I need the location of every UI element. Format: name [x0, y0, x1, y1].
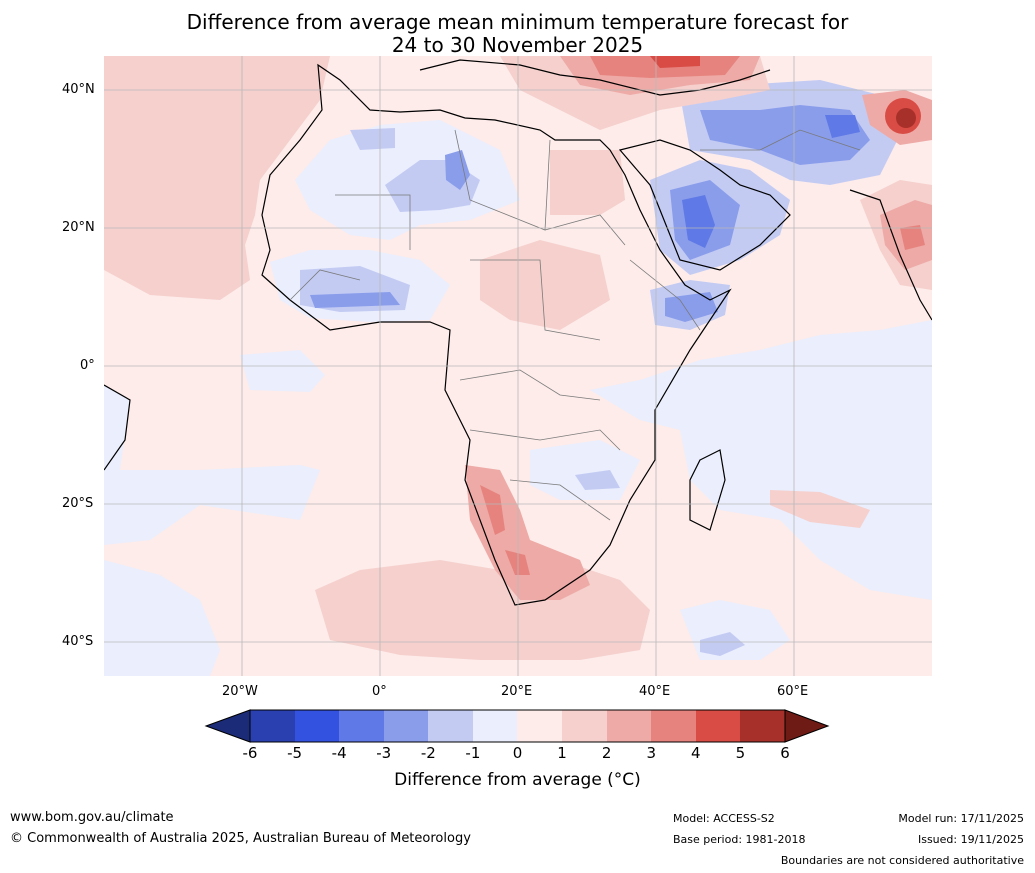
- border-line: [700, 129, 861, 151]
- coastlines: [104, 59, 932, 606]
- colorbar-tick-label: 3: [646, 744, 657, 762]
- country-borders: [289, 129, 861, 521]
- colorbar-tick-label: -5: [287, 744, 303, 762]
- border-line: [454, 129, 551, 231]
- egypt-warm-region: [550, 150, 625, 215]
- border-line: [459, 369, 601, 401]
- arabia-coastline: [618, 139, 791, 271]
- colorbar-tick-label: 1: [557, 744, 567, 762]
- lat-label-equator: 0°: [80, 358, 95, 373]
- legend-title: Difference from average (°C): [394, 770, 641, 790]
- colorbar-bin: [740, 710, 785, 742]
- africa-coastline: [261, 63, 732, 606]
- model-name: Model: ACCESS-S2: [673, 812, 775, 825]
- colorbar-bin: [473, 710, 517, 742]
- lon-label-40e: 40°E: [639, 684, 671, 699]
- lon-label-0: 0°: [372, 684, 387, 699]
- colorbar-bin: [651, 710, 696, 742]
- southern-africa-cool-core: [575, 470, 620, 490]
- west-africa-cool-center: [310, 292, 400, 308]
- atlas-cool-patch: [350, 128, 395, 150]
- caucasus-warm-core: [650, 56, 700, 68]
- colorbar-tick-label: 6: [780, 744, 790, 762]
- sahara-cool-center: [445, 150, 470, 190]
- colorbar-tick-label: -1: [465, 744, 481, 762]
- lat-label-40n: 40°N: [62, 82, 95, 97]
- southwest-cool-region: [104, 560, 220, 676]
- colorbar-min-extend: [204, 709, 251, 743]
- colorbar-tick-label: 5: [735, 744, 746, 762]
- indian-ocean-warm-streak: [770, 490, 870, 528]
- central-africa-warm-region: [480, 240, 610, 330]
- south-atlantic-warm-region: [315, 560, 650, 660]
- colorbar-frame: [249, 709, 786, 743]
- border-line: [509, 479, 611, 521]
- website-link[interactable]: www.bom.gov.au/climate: [10, 810, 174, 825]
- namibia-warm-core: [480, 485, 505, 535]
- boundaries-disclaimer: Boundaries are not considered authoritat…: [780, 854, 1024, 867]
- model-run-date: Model run: 17/11/2025: [898, 812, 1024, 825]
- lat-label-20n: 20°N: [62, 220, 95, 235]
- colorbar-tick-label: -3: [376, 744, 392, 762]
- colorbar-tick-label: -2: [420, 744, 436, 762]
- colorbar-tick-label: -6: [242, 744, 258, 762]
- map-title-line2: 24 to 30 November 2025: [391, 33, 644, 57]
- colorbar-tick-label: 4: [691, 744, 701, 762]
- horn-africa-cool-core: [665, 292, 718, 322]
- gulf-guinea-offshore-cool: [240, 350, 325, 392]
- madagascar-coastline: [689, 449, 726, 531]
- border-line: [470, 259, 601, 341]
- border-line: [629, 259, 701, 331]
- graticule: [104, 56, 932, 676]
- lon-label-20e: 20°E: [501, 684, 533, 699]
- colorbar-bin: [295, 710, 339, 742]
- colorbar-tick-label: 2: [601, 744, 612, 762]
- colorbar-bin: [517, 710, 562, 742]
- border-line: [469, 429, 621, 451]
- south-america-coastline: [104, 384, 131, 471]
- border-line: [544, 214, 626, 246]
- colorbar-tick-label: 0: [512, 744, 523, 762]
- colorbar-bin: [607, 710, 651, 742]
- border-line: [289, 269, 361, 301]
- south-africa-warm-core: [505, 550, 530, 575]
- colorbar-bin: [562, 710, 607, 742]
- colorbar-bin: [250, 710, 295, 742]
- colorbar-bin: [428, 710, 473, 742]
- atlantic-warm-region: [104, 56, 330, 300]
- colorbar-bin: [339, 710, 384, 742]
- europe-coastline: [419, 59, 771, 96]
- base-period: Base period: 1981-2018: [673, 833, 806, 846]
- colorbar: [204, 709, 830, 743]
- south-atlantic-cool-region: [104, 385, 320, 545]
- iran-cool-center: [825, 115, 860, 138]
- lat-label-20s: 20°S: [62, 496, 94, 511]
- india-coastline: [849, 189, 932, 321]
- colorbar-bin: [696, 710, 740, 742]
- map-title-line1: Difference from average mean minimum tem…: [186, 10, 849, 34]
- lon-label-60e: 60°E: [777, 684, 809, 699]
- lon-label-20w: 20°W: [222, 684, 258, 699]
- india-warm-center: [900, 225, 925, 250]
- lat-label-40s: 40°S: [62, 634, 94, 649]
- colorbar-max-extend: [784, 709, 830, 743]
- indian-ocean-cool-region: [590, 320, 932, 600]
- colorbar-bin: [384, 710, 428, 742]
- south-indian-cool-core: [700, 632, 745, 656]
- colorbar-tick-label: -4: [331, 744, 347, 762]
- copyright-text: © Commonwealth of Australia 2025, Austra…: [10, 831, 471, 846]
- tibet-warm-center: [896, 108, 916, 128]
- border-line: [335, 194, 411, 250]
- arabia-cool-center: [682, 195, 715, 248]
- issued-date: Issued: 19/11/2025: [917, 833, 1024, 846]
